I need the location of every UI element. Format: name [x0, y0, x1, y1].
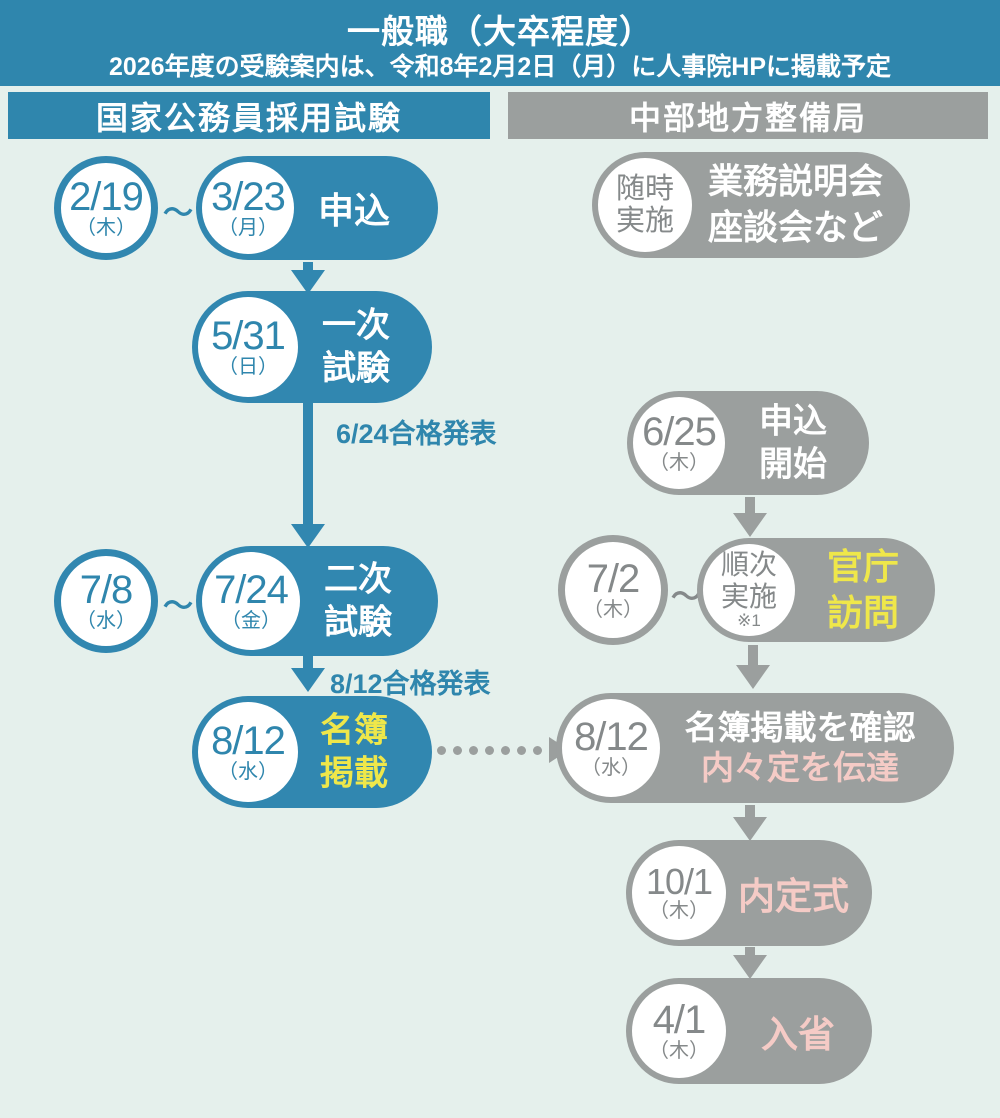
- date-circle-offer: 8/12 （水）: [562, 699, 660, 797]
- arrow-down-icon: [291, 262, 325, 294]
- date-value: 8/12: [574, 714, 649, 759]
- date-circle-ceremony: 10/1 （木）: [632, 846, 726, 940]
- date-value: 7/2: [586, 556, 641, 601]
- date-value: 8/12: [211, 718, 286, 763]
- date-value: 7/24: [214, 567, 289, 612]
- arrow-down-icon: [736, 645, 770, 689]
- tilde-range: 〜: [671, 581, 701, 614]
- dotted-arrow-right-icon: [437, 737, 569, 763]
- step-label-apply: 申込: [318, 190, 391, 231]
- circle-label: 随時 実施: [615, 172, 674, 237]
- weekday-value: （金）: [221, 610, 281, 633]
- page-subtitle: 2026年度の受験案内は、令和8年2月2日（月）に人事院HPに掲載予定: [108, 53, 892, 81]
- date-circle-first-exam: 5/31 （日）: [198, 297, 298, 397]
- date-circle-roster: 8/12 （水）: [198, 702, 298, 802]
- step-label-second-exam: 二次 試験: [324, 560, 392, 642]
- pill-offer: 8/12 （水） 名簿掲載を確認 内々定を伝達: [556, 693, 954, 803]
- pill-apply: 3/23 （月） 申込: [196, 156, 438, 260]
- date-value: 7/8: [79, 567, 134, 612]
- weekday-value: （木）: [649, 900, 709, 923]
- step-label-first-exam: 一次 試験: [322, 306, 390, 388]
- date-circle-second-end: 7/24 （金）: [202, 552, 300, 650]
- column-header-chubu-bureau: 中部地方整備局: [508, 92, 988, 139]
- date-circle-entry: 4/1 （木）: [632, 984, 726, 1078]
- date-circle-visit-start: 7/2 （木）: [558, 535, 668, 645]
- arrow-down-icon: [291, 656, 325, 692]
- pill-entry: 4/1 （木） 入省: [626, 978, 872, 1084]
- tilde-range: 〜: [163, 197, 193, 230]
- step-label-info-session: 業務説明会 座談会など: [708, 162, 884, 248]
- step-label-roster: 名簿 掲載: [320, 711, 388, 793]
- step-label-offer: 名簿掲載を確認 内々定を伝達: [684, 708, 916, 786]
- date-value: 2/19: [69, 174, 144, 219]
- result-note-first: 6/24合格発表: [336, 419, 497, 449]
- result-note-second: 8/12合格発表: [330, 669, 491, 699]
- circle-anytime: 随時 実施: [598, 158, 692, 252]
- pill-office-visit: 順次 実施 ※1 官庁 訪問: [697, 538, 935, 642]
- step-label-office-visit: 官庁 訪問: [827, 545, 900, 633]
- weekday-value: （水）: [76, 610, 136, 633]
- date-circle-apply-start: 2/19 （木）: [54, 156, 158, 260]
- date-value: 10/1: [645, 860, 713, 902]
- weekday-value: （木）: [76, 217, 136, 240]
- step-label-entry: 入省: [761, 1014, 835, 1055]
- circle-label: 順次 実施: [720, 549, 777, 612]
- date-value: 5/31: [211, 313, 286, 358]
- page-title: 一般職（大卒程度）: [347, 13, 653, 50]
- arrow-down-icon: [291, 403, 325, 548]
- header-band: 一般職（大卒程度） 2026年度の受験案内は、令和8年2月2日（月）に人事院HP…: [0, 0, 1000, 86]
- step-label-ceremony: 内定式: [738, 876, 849, 917]
- weekday-value: （水）: [581, 757, 641, 780]
- weekday-value: （木）: [583, 599, 643, 622]
- arrow-down-icon: [733, 497, 767, 537]
- date-circle-apply-start-right: 6/25 （木）: [633, 397, 725, 489]
- weekday-value: （木）: [649, 1040, 709, 1063]
- date-value: 4/1: [652, 997, 707, 1042]
- pill-apply-start: 6/25 （木） 申込 開始: [627, 391, 869, 495]
- pill-roster: 8/12 （水） 名簿 掲載: [192, 696, 432, 808]
- footnote-ref: ※1: [737, 611, 761, 631]
- circle-sequential: 順次 実施 ※1: [703, 544, 795, 636]
- date-circle-second-start: 7/8 （水）: [54, 549, 158, 653]
- pill-second-exam: 7/24 （金） 二次 試験: [196, 546, 438, 656]
- pill-ceremony: 10/1 （木） 内定式: [626, 840, 872, 946]
- tilde-range: 〜: [163, 590, 193, 623]
- step-label-apply-start: 申込 開始: [759, 402, 827, 484]
- weekday-value: （月）: [218, 217, 278, 240]
- date-value: 6/25: [642, 409, 717, 454]
- date-value: 3/23: [211, 174, 286, 219]
- date-circle-apply-end: 3/23 （月）: [202, 162, 294, 254]
- column-header-national-exam: 国家公務員採用試験: [8, 92, 490, 139]
- arrow-down-icon: [733, 947, 767, 979]
- weekday-value: （水）: [218, 761, 278, 784]
- arrow-down-icon: [733, 805, 767, 841]
- weekday-value: （日）: [218, 356, 278, 379]
- pill-info-session: 随時 実施 業務説明会 座談会など: [592, 152, 910, 258]
- weekday-value: （木）: [649, 452, 709, 475]
- pill-first-exam: 5/31 （日） 一次 試験: [192, 291, 432, 403]
